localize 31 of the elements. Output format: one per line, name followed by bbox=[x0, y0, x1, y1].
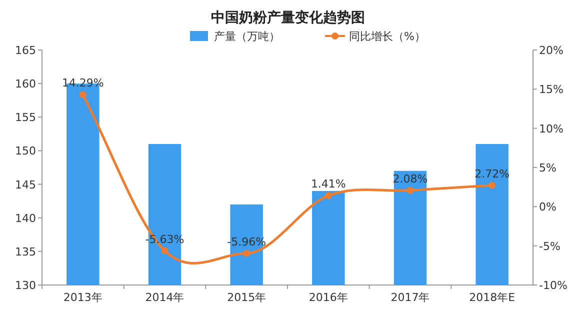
y-tick-label: 135 bbox=[15, 245, 36, 258]
y2-tick-label: 20% bbox=[539, 44, 564, 57]
legend-label: 产量（万吨） bbox=[214, 30, 280, 43]
y-tick-label: 150 bbox=[15, 144, 36, 158]
y2-tick-label: 10% bbox=[539, 122, 564, 136]
y-tick-label: 145 bbox=[15, 178, 36, 192]
x-tick-label: 2013年 bbox=[63, 291, 102, 304]
point bbox=[79, 91, 86, 98]
y-tick-label: 155 bbox=[15, 111, 36, 124]
y-tick-label: 165 bbox=[15, 44, 36, 57]
y2-tick-label: -10% bbox=[539, 279, 568, 292]
legend-label: 同比增长（%） bbox=[349, 30, 426, 43]
data-label: 1.41% bbox=[310, 178, 346, 191]
y-tick-label: 160 bbox=[15, 78, 36, 91]
point bbox=[488, 182, 496, 189]
y-tick-label: 140 bbox=[15, 212, 36, 225]
x-tick-label: 2014年 bbox=[145, 291, 184, 304]
y-tick-label: 130 bbox=[15, 279, 36, 292]
y2-tick-label: 15% bbox=[539, 83, 564, 96]
x-tick-label: 2016年 bbox=[308, 291, 348, 304]
point bbox=[406, 186, 414, 194]
x-tick-label: 2018年E bbox=[469, 291, 516, 304]
y2-tick-label: -5% bbox=[539, 240, 560, 253]
y2-tick-label: 0% bbox=[539, 200, 556, 214]
point bbox=[243, 250, 250, 257]
x-tick-label: 2015年 bbox=[227, 291, 266, 304]
chart-title: 中国奶粉产量变化趋势图 bbox=[211, 9, 365, 26]
y2-tick-label: 5% bbox=[539, 162, 556, 174]
point bbox=[161, 247, 168, 254]
x-tick-label: 2017年 bbox=[390, 291, 430, 304]
point bbox=[324, 192, 332, 200]
